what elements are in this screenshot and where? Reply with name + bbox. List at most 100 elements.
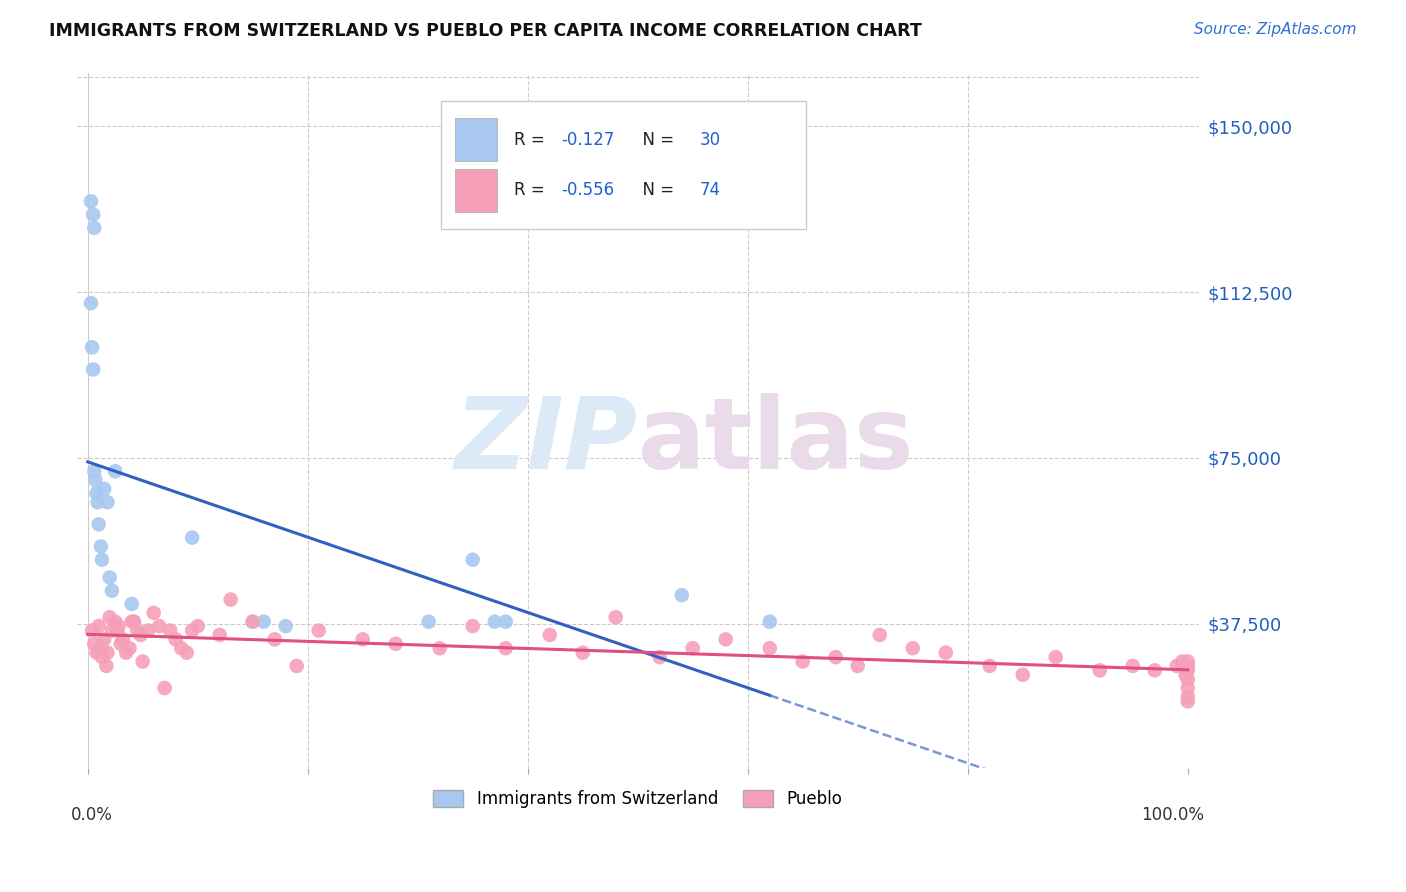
Point xyxy=(93,632,115,647)
Point xyxy=(91,552,114,566)
Point xyxy=(1088,664,1111,678)
FancyBboxPatch shape xyxy=(441,101,806,229)
Point xyxy=(86,646,108,660)
Point xyxy=(461,552,484,566)
Point xyxy=(384,637,406,651)
Point xyxy=(1177,672,1199,686)
Text: R =: R = xyxy=(515,130,550,149)
Point xyxy=(1171,655,1194,669)
Point xyxy=(98,610,121,624)
Point xyxy=(308,624,330,638)
Point xyxy=(176,646,198,660)
Text: atlas: atlas xyxy=(638,392,914,490)
Point xyxy=(682,641,704,656)
Point xyxy=(87,517,110,532)
Point xyxy=(495,615,517,629)
Point xyxy=(1143,664,1166,678)
Point xyxy=(242,615,264,629)
Point xyxy=(104,464,127,478)
Point xyxy=(86,486,108,500)
Point xyxy=(671,588,693,602)
Point xyxy=(571,646,593,660)
Text: ZIP: ZIP xyxy=(454,392,638,490)
Point xyxy=(1177,659,1199,673)
Point xyxy=(127,624,149,638)
Point xyxy=(136,624,159,638)
Point xyxy=(1177,694,1199,708)
Point xyxy=(170,641,193,656)
Point xyxy=(111,632,134,647)
Point xyxy=(83,220,105,235)
Point xyxy=(901,641,924,656)
Point xyxy=(82,362,104,376)
Point xyxy=(1122,659,1144,673)
Point xyxy=(86,495,108,509)
Point xyxy=(605,610,627,624)
Point xyxy=(121,597,143,611)
Point xyxy=(1175,664,1198,678)
Point xyxy=(242,615,264,629)
Point xyxy=(1177,681,1199,695)
Point xyxy=(80,624,103,638)
Point xyxy=(115,646,138,660)
Text: 100.0%: 100.0% xyxy=(1142,805,1205,824)
Text: N =: N = xyxy=(633,130,679,149)
Point xyxy=(153,681,176,695)
Point xyxy=(80,296,103,310)
Point xyxy=(979,659,1001,673)
Point xyxy=(538,628,561,642)
Text: N =: N = xyxy=(633,181,679,200)
Point xyxy=(84,473,107,487)
Point xyxy=(96,646,118,660)
Point xyxy=(274,619,297,633)
Point xyxy=(758,641,780,656)
Point xyxy=(1174,667,1197,681)
Point xyxy=(80,340,103,354)
Text: -0.127: -0.127 xyxy=(561,130,614,149)
Point xyxy=(1166,659,1188,673)
Point xyxy=(1045,650,1067,665)
Point xyxy=(121,615,143,629)
FancyBboxPatch shape xyxy=(454,169,498,212)
Point xyxy=(461,619,484,633)
Point xyxy=(429,641,451,656)
Point xyxy=(484,615,506,629)
Point xyxy=(93,482,115,496)
Point xyxy=(159,624,181,638)
Point xyxy=(107,619,129,633)
Point xyxy=(118,641,141,656)
Point xyxy=(792,655,814,669)
Text: 30: 30 xyxy=(699,130,720,149)
Text: -0.556: -0.556 xyxy=(561,181,614,200)
Point xyxy=(148,619,170,633)
Point xyxy=(83,637,105,651)
Point xyxy=(142,606,165,620)
Point xyxy=(101,624,124,638)
Point xyxy=(98,570,121,584)
Point xyxy=(1177,690,1199,704)
Point xyxy=(648,650,671,665)
Point xyxy=(165,632,187,647)
Point xyxy=(101,583,124,598)
Point xyxy=(352,632,374,647)
Point xyxy=(110,637,132,651)
Text: 0.0%: 0.0% xyxy=(72,805,112,824)
Point xyxy=(1177,664,1199,678)
Point xyxy=(1011,667,1033,681)
Point xyxy=(824,650,846,665)
Point xyxy=(187,619,209,633)
Point xyxy=(122,615,145,629)
Text: 74: 74 xyxy=(699,181,720,200)
Legend: Immigrants from Switzerland, Pueblo: Immigrants from Switzerland, Pueblo xyxy=(426,783,849,815)
Point xyxy=(96,659,118,673)
Point xyxy=(495,641,517,656)
Text: R =: R = xyxy=(515,181,550,200)
Point xyxy=(129,628,152,642)
Point xyxy=(90,641,112,656)
Point xyxy=(758,615,780,629)
Point xyxy=(846,659,869,673)
Point xyxy=(131,655,153,669)
Point xyxy=(96,495,118,509)
Text: Source: ZipAtlas.com: Source: ZipAtlas.com xyxy=(1194,22,1357,37)
Point xyxy=(80,194,103,209)
